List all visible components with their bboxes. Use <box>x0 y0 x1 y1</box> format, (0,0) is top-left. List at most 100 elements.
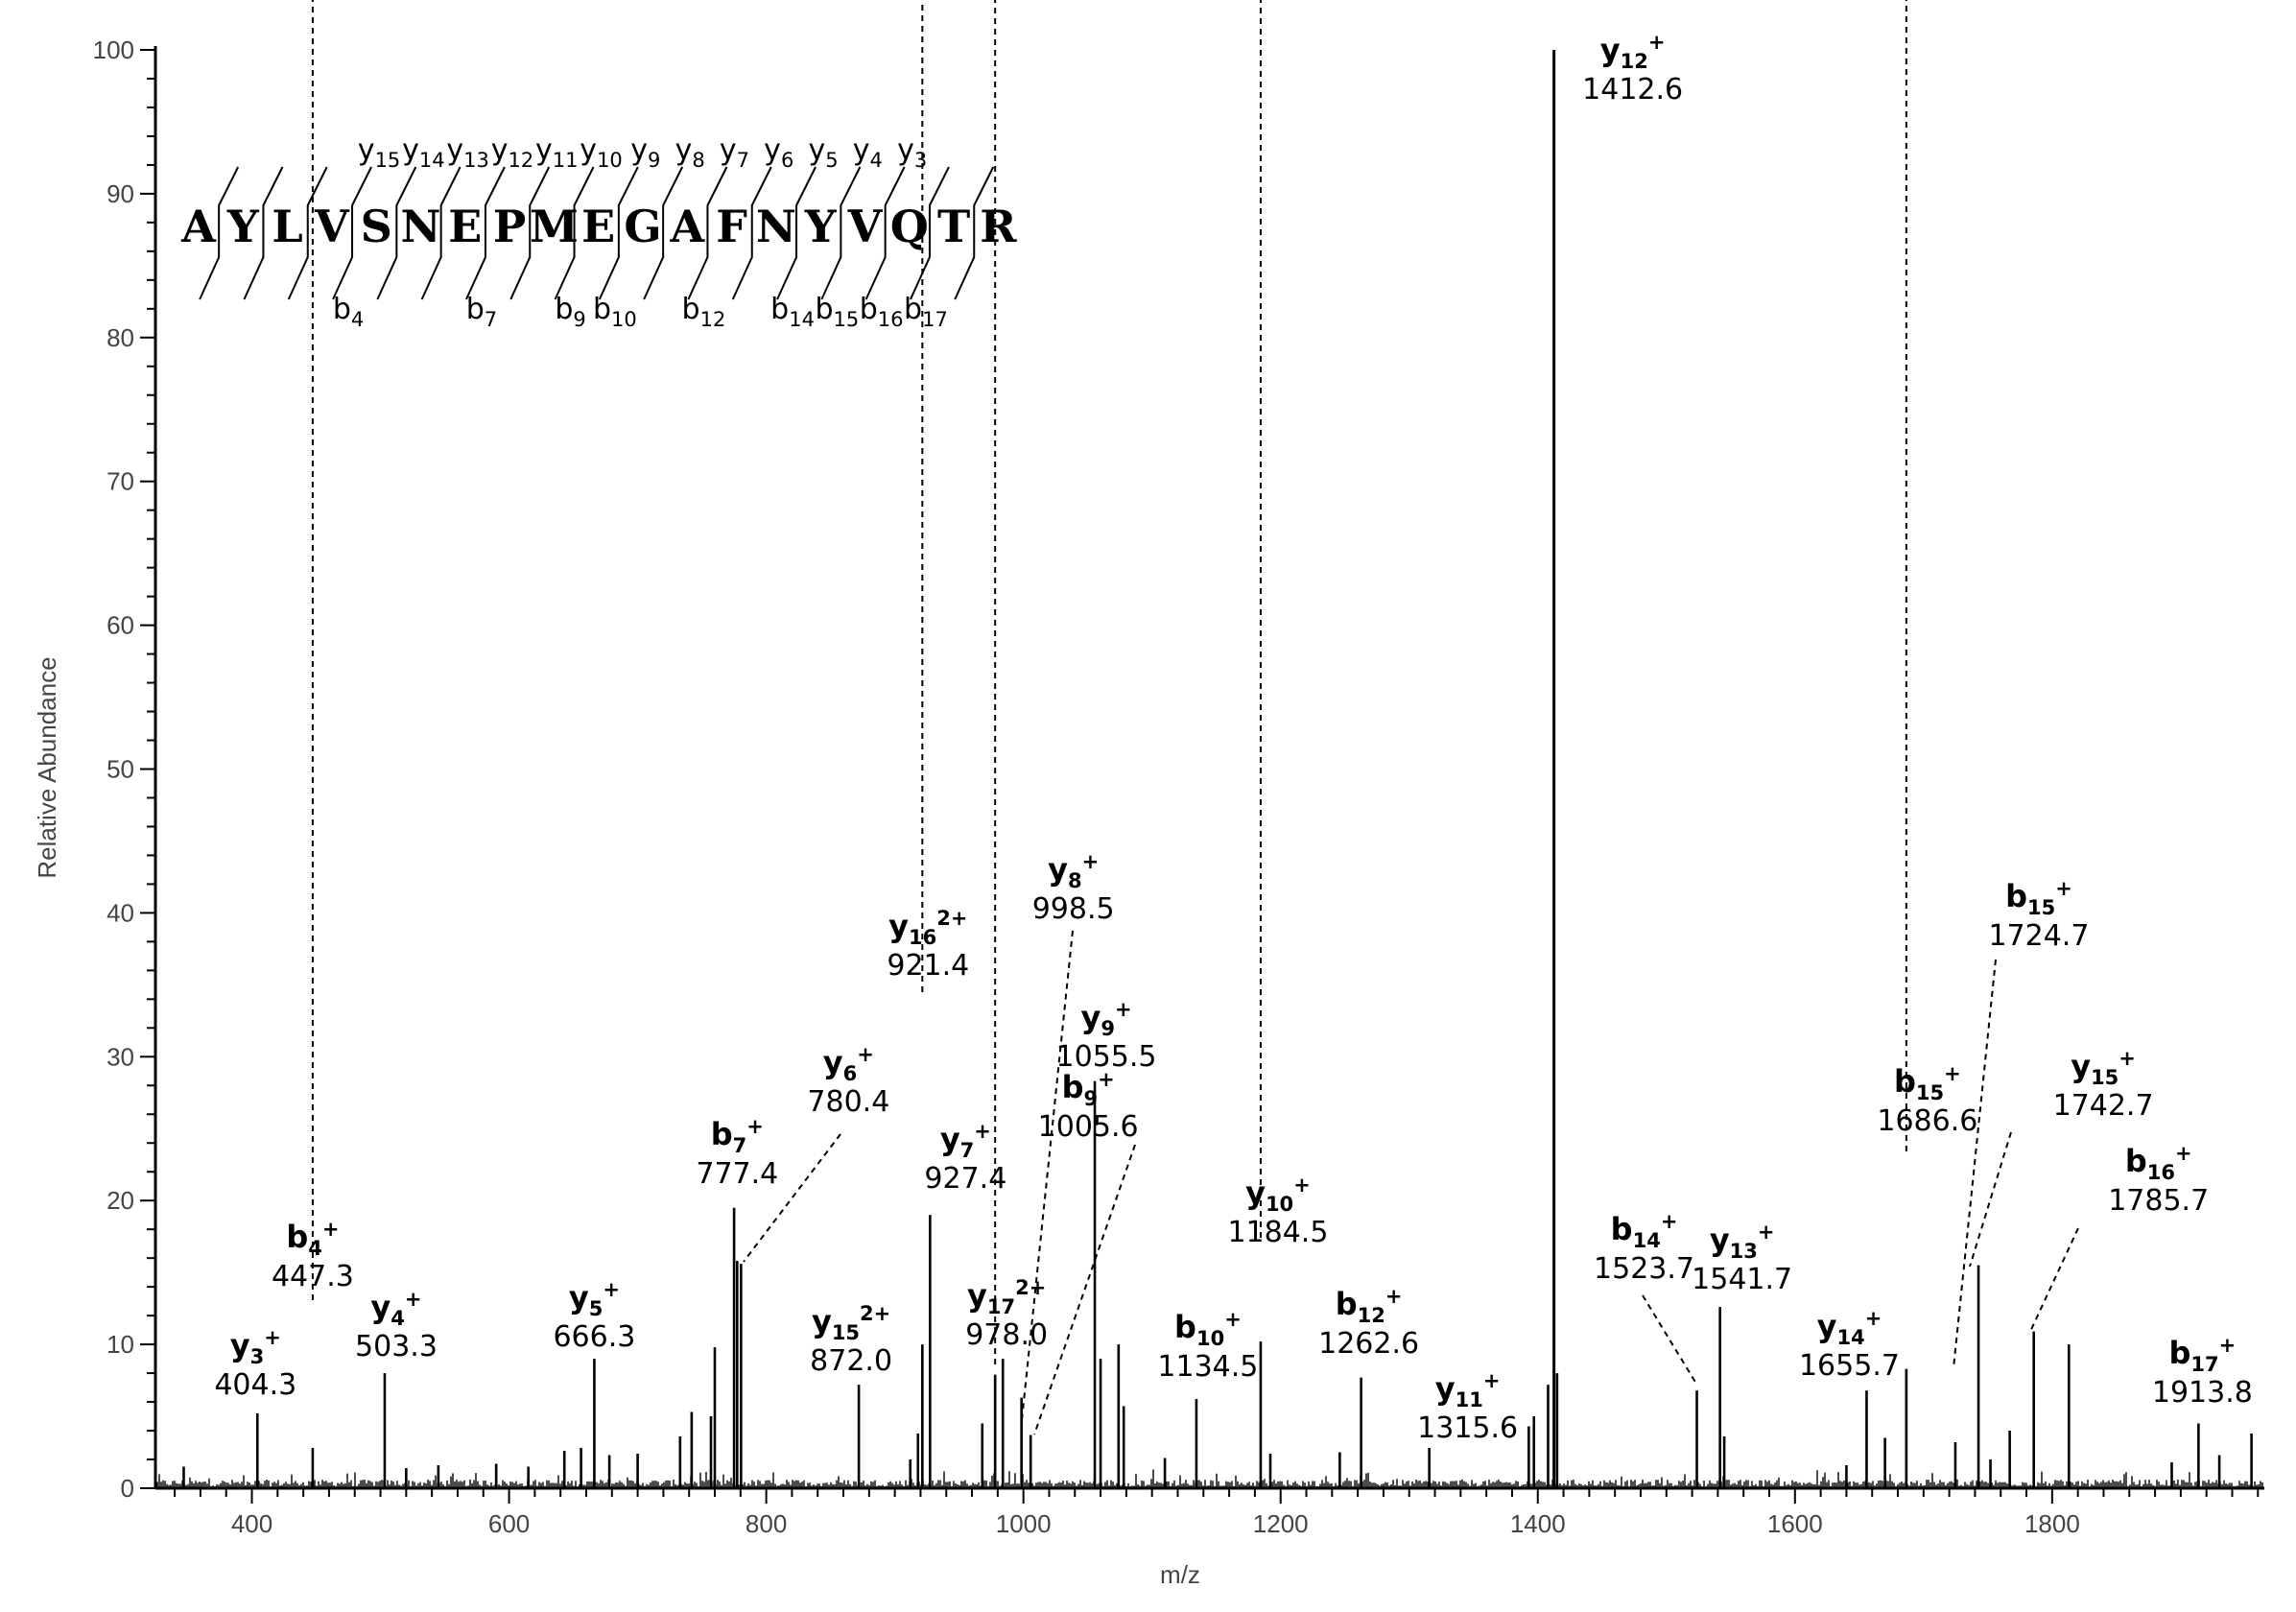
fragment-label-b10: b10 <box>593 293 637 331</box>
ion-type: y <box>1600 32 1621 68</box>
sequence-residue: V <box>314 201 350 252</box>
y-tick-label: 50 <box>107 755 134 784</box>
ion-index: 15 <box>1916 1081 1944 1104</box>
fragment-index: 14 <box>419 149 445 172</box>
fragment-type: b <box>904 293 922 326</box>
svg-text:y7+: y7+ <box>940 1120 991 1162</box>
cleavage-mark <box>954 166 995 300</box>
ion-mz-value: 998.5 <box>1032 892 1115 926</box>
ion-type: b <box>2125 1143 2147 1179</box>
ion-label-y7: y7+927.4 <box>924 1120 1006 1196</box>
fragment-label-b14: b14 <box>770 293 815 331</box>
ion-type: b <box>1336 1286 1358 1322</box>
ion-mz-value: 1541.7 <box>1692 1263 1792 1296</box>
ion-mz-value: 503.3 <box>355 1330 438 1363</box>
cleavage-mark <box>820 166 862 300</box>
y-tick-label: 0 <box>121 1474 134 1503</box>
ion-label-y5: y5+666.3 <box>553 1278 635 1354</box>
svg-text:y12+: y12+ <box>1600 31 1666 73</box>
ion-label-y15: y152+872.0 <box>810 1302 892 1378</box>
ion-mz-value: 1055.5 <box>1056 1040 1157 1074</box>
ion-type: b <box>1894 1063 1916 1100</box>
ion-charge: + <box>405 1288 422 1311</box>
fragment-index: 15 <box>375 149 401 172</box>
cleavage-mark <box>243 166 284 300</box>
ion-charge: + <box>1385 1285 1403 1308</box>
fragment-type: y <box>358 133 375 167</box>
ion-index: 17 <box>2190 1353 2218 1376</box>
peaks <box>182 50 2253 1488</box>
ion-mz-value: 978.0 <box>965 1318 1048 1352</box>
leader-line <box>1033 1144 1136 1435</box>
ion-label-y10: y10+1184.5 <box>1227 1173 1328 1249</box>
ion-charge: + <box>974 1120 991 1143</box>
leader-line <box>1642 1294 1697 1385</box>
ion-label-b15: b15+1724.7 <box>1988 877 2089 953</box>
sequence-residue: Q <box>890 201 929 252</box>
fragment-type: y <box>491 133 509 167</box>
leader-line <box>1953 959 1997 1369</box>
ion-type: y <box>967 1277 987 1314</box>
ion-charge: + <box>1944 1062 1961 1085</box>
noise-trace <box>156 1469 2263 1488</box>
cleavage-mark <box>776 166 817 300</box>
cleavage-mark <box>643 166 684 300</box>
sequence-residue: R <box>980 201 1017 252</box>
fragment-label-b17: b17 <box>904 293 948 331</box>
ion-charge: + <box>1098 1068 1115 1091</box>
fragment-index: 4 <box>870 149 883 172</box>
svg-text:b15+: b15+ <box>2005 877 2072 919</box>
svg-text:b10+: b10+ <box>1174 1308 1242 1350</box>
ion-type: b <box>711 1116 733 1152</box>
ion-mz-value: 1655.7 <box>1799 1349 1900 1383</box>
cleavage-mark <box>864 166 906 300</box>
svg-text:y152+: y152+ <box>812 1302 890 1344</box>
ion-label-y4: y4+503.3 <box>355 1288 438 1363</box>
ion-index: 4 <box>391 1307 405 1330</box>
svg-text:b7+: b7+ <box>711 1115 764 1157</box>
fragment-index: 9 <box>648 149 660 172</box>
fragment-index: 11 <box>553 149 579 172</box>
ion-mz-value: 1742.7 <box>2053 1089 2154 1123</box>
fragment-label-b7: b7 <box>466 293 497 331</box>
ion-type: b <box>1611 1211 1633 1247</box>
leader-line <box>2028 1227 2079 1335</box>
cleavage-mark <box>554 166 595 300</box>
peak-annotations: y3+404.3b4+447.3y4+503.3y5+666.3b7+777.4… <box>214 0 2253 1445</box>
ion-mz-value: 1005.6 <box>1038 1110 1139 1144</box>
fragment-label-y12: y12 <box>491 133 534 172</box>
ion-type: y <box>569 1279 589 1316</box>
ion-mz-value: 1785.7 <box>2108 1184 2209 1218</box>
fragment-label-b15: b15 <box>815 293 859 331</box>
fragment-type: b <box>860 293 878 326</box>
fragment-label-y13: y13 <box>446 133 489 172</box>
sequence-residue: A <box>669 201 705 252</box>
cleavage-mark <box>910 166 950 300</box>
ion-index: 8 <box>1068 869 1082 892</box>
fragment-type: b <box>333 293 351 326</box>
ion-charge: + <box>1661 1210 1678 1233</box>
ion-charge: + <box>1082 850 1100 873</box>
ion-label-b15: b15+1686.6 <box>1877 1062 1977 1138</box>
fragment-label-y6: y6 <box>764 133 793 172</box>
svg-text:b16+: b16+ <box>2125 1142 2192 1184</box>
fragment-index: 9 <box>573 308 585 331</box>
ion-charge: + <box>2219 1334 2237 1357</box>
fragment-label-y8: y8 <box>675 133 705 172</box>
y-tick-label: 80 <box>107 323 134 352</box>
svg-text:b17+: b17+ <box>2169 1334 2237 1376</box>
ion-type: y <box>370 1289 391 1325</box>
svg-text:y5+: y5+ <box>569 1278 620 1320</box>
x-tick-label: 800 <box>746 1509 787 1538</box>
fragment-index: 7 <box>737 149 749 172</box>
fragment-type: b <box>555 293 573 326</box>
fragment-type: b <box>466 293 485 326</box>
ion-index: 10 <box>1196 1327 1224 1350</box>
ion-type: b <box>1062 1069 1084 1105</box>
ion-label-b10: b10+1134.5 <box>1157 1308 1258 1384</box>
fragment-label-b12: b12 <box>682 293 726 331</box>
ion-index: 12 <box>1621 50 1648 73</box>
sequence-residue: F <box>716 201 747 252</box>
svg-text:b15+: b15+ <box>1894 1062 1961 1104</box>
axes: 0 10 20 30 40 50 60 70 80 90 100 400 600 800 1000 1200 1… <box>93 36 2264 1538</box>
